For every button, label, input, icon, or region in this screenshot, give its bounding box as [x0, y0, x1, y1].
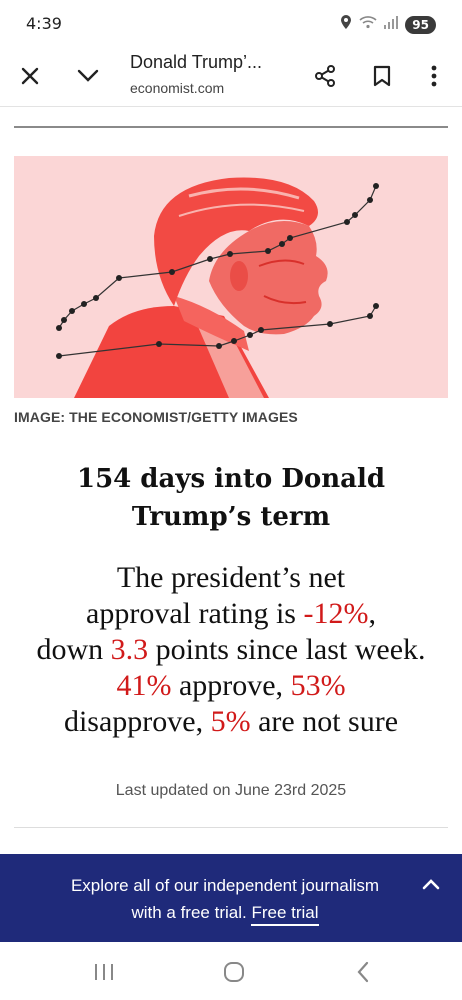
headline-line-2: Trump’s term: [131, 502, 331, 532]
system-nav-bar: [0, 942, 462, 1000]
net-approval-value: -12%: [303, 597, 369, 630]
summary-line-3: down 3.3 points since last week.: [8, 632, 454, 668]
summary-text: points since last week.: [148, 633, 426, 666]
battery-indicator: 95: [405, 15, 436, 34]
location-icon: [339, 14, 353, 35]
signal-icon: [383, 15, 399, 34]
image-caption: IMAGE: THE ECONOMIST/GETTY IMAGES: [14, 409, 298, 425]
summary-text: approve,: [171, 669, 291, 702]
summary-text: are not sure: [250, 705, 399, 738]
chevron-up-icon[interactable]: [418, 872, 444, 898]
hero-image: [14, 156, 448, 398]
article-headline: 154 days into Donald Trump’s term: [40, 460, 422, 536]
back-icon[interactable]: [349, 958, 377, 986]
section-divider: [14, 827, 448, 828]
status-bar: 4:39 95: [0, 0, 462, 48]
close-icon[interactable]: [14, 60, 46, 92]
approval-summary: The president’s net approval rating is -…: [8, 560, 454, 740]
chevron-down-icon[interactable]: [72, 60, 104, 92]
status-icons: 95: [339, 14, 436, 35]
summary-text: The president’s net: [116, 561, 346, 594]
status-time: 4:39: [26, 14, 62, 33]
summary-line-5: disapprove, 5% are not sure: [8, 704, 454, 740]
summary-text: down: [36, 633, 111, 666]
bookmark-icon[interactable]: [366, 60, 398, 92]
banner-text: Explore all of our independent journalis…: [40, 872, 410, 926]
page-url[interactable]: economist.com: [130, 80, 225, 96]
share-icon[interactable]: [309, 60, 341, 92]
banner-line-1: Explore all of our independent journalis…: [70, 876, 380, 895]
summary-text: disapprove,: [63, 705, 211, 738]
free-trial-banner: Explore all of our independent journalis…: [0, 854, 462, 942]
summary-text: ,: [368, 597, 376, 630]
disapprove-value: 53%: [290, 669, 346, 702]
home-icon[interactable]: [220, 958, 248, 986]
not-sure-value: 5%: [210, 705, 251, 738]
banner-line-2: with a free trial. Free trial: [40, 899, 410, 926]
banner-line-2-text: with a free trial.: [131, 903, 252, 922]
section-rule: [14, 126, 448, 128]
more-vert-icon[interactable]: [418, 60, 450, 92]
summary-text: approval rating is: [86, 597, 304, 630]
wifi-icon: [359, 15, 377, 34]
approve-value: 41%: [116, 669, 172, 702]
recents-icon[interactable]: [90, 958, 118, 986]
toolbar-divider: [0, 106, 462, 107]
headline-line-1: 154 days into Donald: [76, 464, 386, 494]
last-updated: Last updated on June 23rd 2025: [115, 782, 347, 799]
summary-line-1: The president’s net: [8, 560, 454, 596]
browser-toolbar: Donald Trump’... economist.com: [0, 48, 462, 106]
summary-line-2: approval rating is -12%,: [8, 596, 454, 632]
summary-line-4: 41% approve, 53%: [8, 668, 454, 704]
page-title[interactable]: Donald Trump’...: [130, 52, 263, 72]
weekly-change-value: 3.3: [110, 633, 149, 666]
free-trial-link[interactable]: Free trial: [251, 903, 319, 926]
